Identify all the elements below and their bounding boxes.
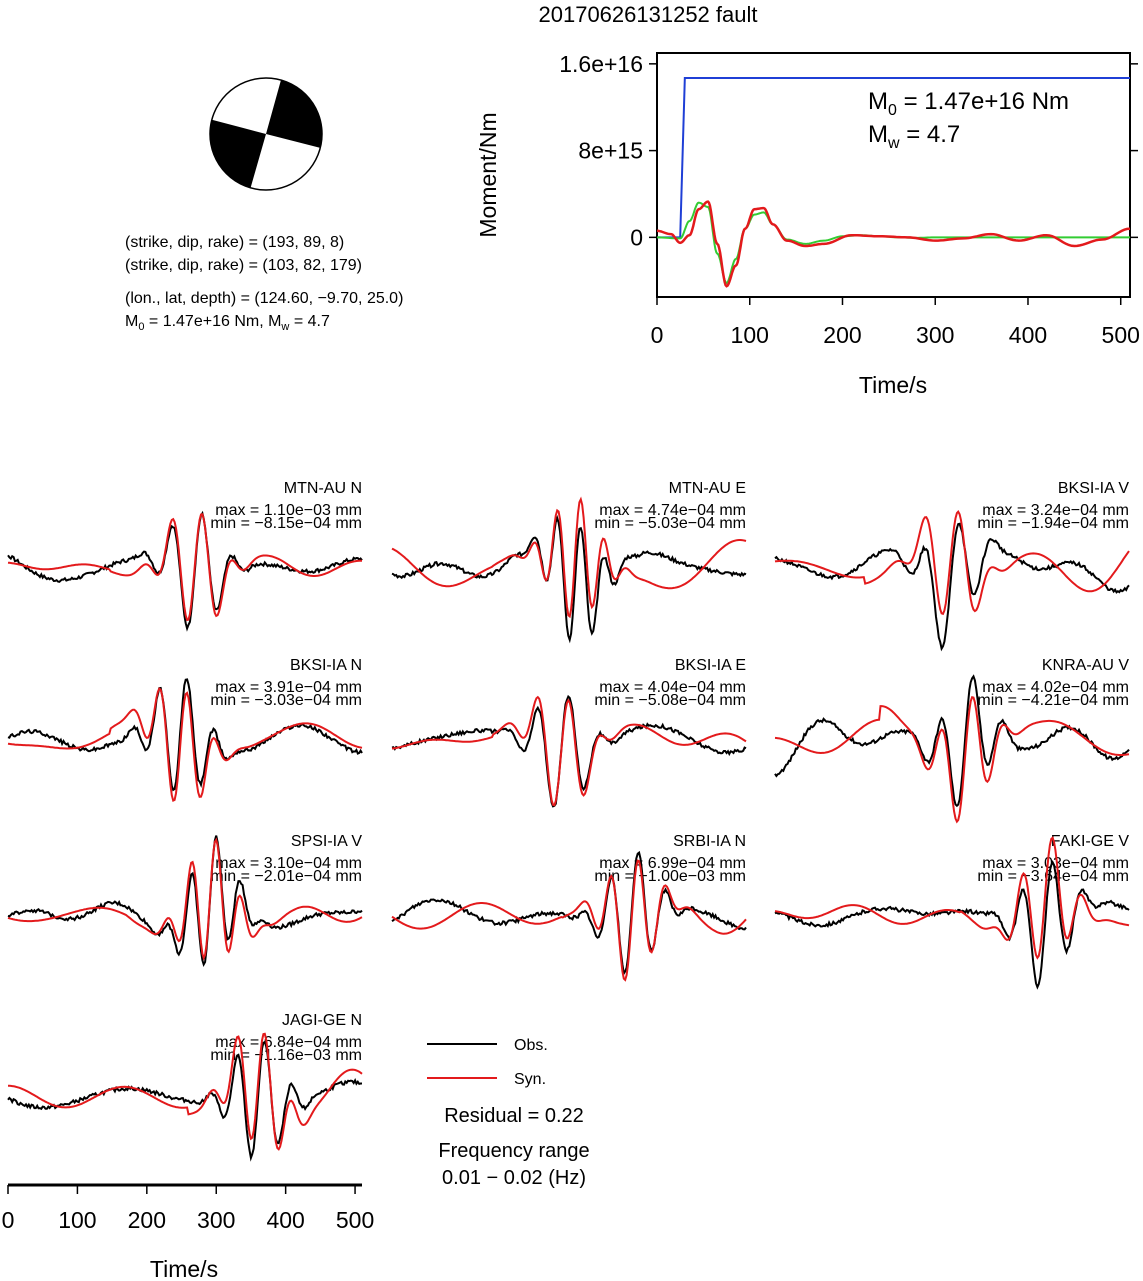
min-amplitude-label: min = −4.21e−04 mm bbox=[977, 692, 1129, 709]
observed-trace bbox=[391, 850, 747, 977]
max-amplitude-label: max = 4.04e−04 mm bbox=[599, 679, 746, 696]
station-label: SRBI-IA N bbox=[673, 833, 746, 850]
max-amplitude-label: max = 3.10e−04 mm bbox=[215, 855, 362, 872]
moment-x-tick-label: 200 bbox=[823, 322, 861, 348]
station-label: BKSI-IA V bbox=[1058, 480, 1129, 497]
beachball-quadrant-sw bbox=[210, 119, 266, 188]
synthetic-trace bbox=[7, 513, 362, 622]
observed-trace bbox=[391, 514, 747, 644]
waveform-x-tick-label: 0 bbox=[2, 1207, 15, 1233]
synthetic-trace bbox=[8, 1032, 363, 1151]
max-amplitude-label: max = 4.74e−04 mm bbox=[599, 502, 746, 519]
observed-trace bbox=[7, 835, 363, 968]
max-amplitude-label: max = 3.91e−04 mm bbox=[215, 679, 362, 696]
waveform-x-tick-label: 100 bbox=[58, 1207, 96, 1233]
synthetic-trace bbox=[774, 695, 1130, 824]
moment-x-axis-label: Time/s bbox=[859, 372, 927, 398]
moment-series-red bbox=[656, 200, 1131, 288]
max-amplitude-label: max = 6.84e−04 mm bbox=[215, 1034, 362, 1051]
min-amplitude-label: min = −1.16e−03 mm bbox=[210, 1047, 362, 1064]
min-amplitude-label: min = −3.64e−04 mm bbox=[977, 868, 1129, 885]
min-amplitude-label: min = −5.08e−04 mm bbox=[594, 692, 746, 709]
min-amplitude-label: min = −1.94e−04 mm bbox=[977, 515, 1129, 532]
synthetic-trace bbox=[391, 695, 747, 807]
station-label: JAGI-GE N bbox=[282, 1012, 362, 1029]
moment-x-tick-label: 100 bbox=[731, 322, 769, 348]
moment-annotation-m0: M0 = 1.47e+16 Nm bbox=[868, 88, 1069, 119]
observed-trace bbox=[391, 694, 747, 808]
min-amplitude-label: min = −3.03e−04 mm bbox=[210, 692, 362, 709]
observed-trace bbox=[7, 678, 363, 792]
moment-plot-frame bbox=[656, 52, 1131, 298]
station-label: MTN-AU E bbox=[669, 480, 746, 497]
moment-rate-chart: Moment/Nm Time/s M0 = 1.47e+16 Nm Mw = 4… bbox=[475, 51, 1140, 398]
max-amplitude-label: max = 4.02e−04 mm bbox=[982, 679, 1129, 696]
synthetic-trace bbox=[7, 687, 363, 803]
frequency-range-value: 0.01 − 0.02 (Hz) bbox=[442, 1167, 586, 1189]
synthetic-trace bbox=[391, 859, 747, 982]
station-label: SPSI-IA V bbox=[291, 833, 362, 850]
max-amplitude-label: max = 3.24e−04 mm bbox=[982, 502, 1129, 519]
station-label: BKSI-IA N bbox=[290, 657, 362, 674]
figure-title: 20170626131252 fault bbox=[539, 2, 758, 27]
moment-x-tick-label: 300 bbox=[916, 322, 954, 348]
moment-y-tick-label: 1.6e+16 bbox=[559, 51, 643, 77]
station-label: MTN-AU N bbox=[284, 480, 362, 497]
waveform-time-axis: Time/s 0 100 200 300 400 500 bbox=[2, 1183, 374, 1281]
synthetic-trace bbox=[774, 836, 1130, 960]
moment-y-tick-label: 0 bbox=[630, 224, 643, 250]
moment-x-tick-label: 0 bbox=[651, 322, 664, 348]
station-label: FAKI-GE V bbox=[1051, 833, 1130, 850]
moment-y-tick-label: 8e+15 bbox=[578, 138, 643, 164]
moment-x-tick-label: 500 bbox=[1102, 322, 1140, 348]
waveform-x-tick-label: 400 bbox=[266, 1207, 304, 1233]
waveform-x-axis-label: Time/s bbox=[150, 1256, 218, 1281]
legend-obs-label: Obs. bbox=[514, 1037, 548, 1054]
residual-text: Residual = 0.22 bbox=[444, 1105, 584, 1127]
synthetic-trace bbox=[7, 837, 363, 961]
synthetic-trace bbox=[774, 510, 1130, 616]
moment-annotation-mw: Mw = 4.7 bbox=[868, 121, 960, 152]
max-amplitude-label: max = 3.03e−04 mm bbox=[982, 855, 1129, 872]
nodal-plane-2: (strike, dip, rake) = (103, 82, 179) bbox=[125, 257, 362, 274]
station-label: BKSI-IA E bbox=[675, 657, 746, 674]
waveform-legend: Obs. Syn. bbox=[427, 1037, 548, 1088]
observed-trace bbox=[7, 510, 363, 632]
waveform-x-tick-label: 200 bbox=[128, 1207, 166, 1233]
moment-y-axis-label: Moment/Nm bbox=[475, 112, 501, 237]
min-amplitude-label: min = −1.00e−03 mm bbox=[594, 868, 746, 885]
min-amplitude-label: min = −5.03e−04 mm bbox=[594, 515, 746, 532]
moment-series-green bbox=[657, 201, 1130, 285]
hypocenter-location: (lon., lat, depth) = (124.60, −9.70, 25.… bbox=[125, 290, 403, 307]
moment-summary: M0 = 1.47e+16 Nm, Mw = 4.7 bbox=[125, 313, 330, 333]
synthetic-trace bbox=[391, 496, 747, 619]
legend-syn-label: Syn. bbox=[514, 1071, 546, 1088]
observed-trace bbox=[774, 522, 1130, 652]
min-amplitude-label: min = −2.01e−04 mm bbox=[210, 868, 362, 885]
waveform-x-tick-label: 500 bbox=[336, 1207, 374, 1233]
min-amplitude-label: min = −8.15e−04 mm bbox=[210, 515, 362, 532]
frequency-range-label: Frequency range bbox=[438, 1140, 589, 1162]
waveform-x-tick-label: 300 bbox=[197, 1207, 235, 1233]
beachball bbox=[209, 77, 323, 191]
observed-trace bbox=[7, 1040, 362, 1162]
moment-x-tick-label: 400 bbox=[1009, 322, 1047, 348]
beachball-quadrant-ne bbox=[266, 80, 322, 148]
max-amplitude-label: max = 1.10e−03 mm bbox=[215, 502, 362, 519]
station-label: KNRA-AU V bbox=[1042, 657, 1129, 674]
nodal-plane-1: (strike, dip, rake) = (193, 89, 8) bbox=[125, 234, 344, 251]
